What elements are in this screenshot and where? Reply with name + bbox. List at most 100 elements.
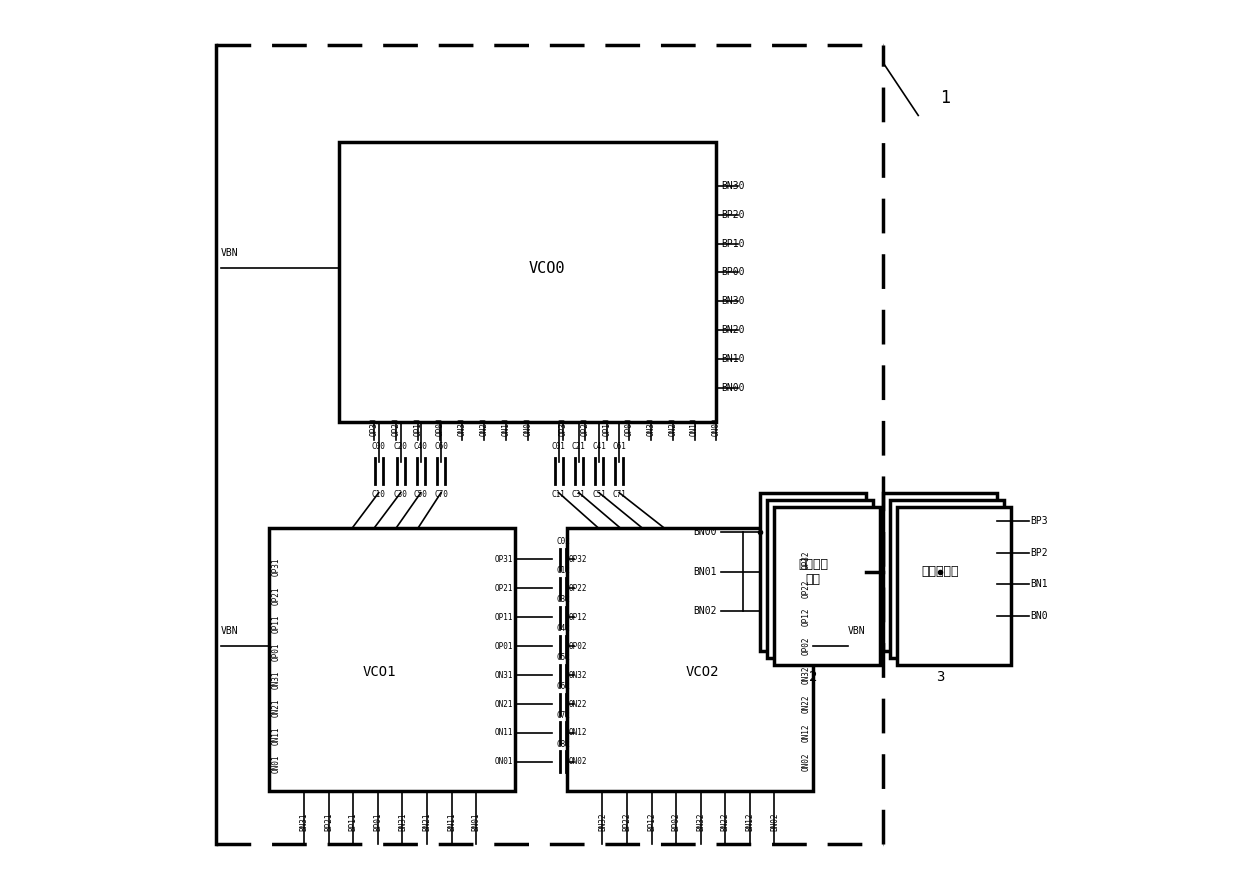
- Text: C52: C52: [556, 653, 570, 662]
- Text: C12: C12: [556, 566, 570, 576]
- Text: BN00: BN00: [720, 384, 744, 393]
- Text: OP20: OP20: [392, 418, 401, 436]
- Text: OP12: OP12: [569, 612, 588, 621]
- Text: C02: C02: [556, 537, 570, 546]
- Text: BP00: BP00: [720, 268, 744, 277]
- Text: OP02: OP02: [569, 642, 588, 650]
- Text: BN01: BN01: [471, 812, 481, 831]
- Text: BP3: BP3: [1030, 516, 1048, 526]
- Text: ON00: ON00: [523, 418, 532, 436]
- Text: VBN: VBN: [221, 626, 238, 635]
- Text: OP00: OP00: [624, 418, 634, 436]
- Text: 投票器单元: 投票器单元: [921, 565, 959, 578]
- Text: VCO1: VCO1: [363, 665, 397, 679]
- Text: C60: C60: [434, 443, 448, 451]
- Text: ON30: ON30: [458, 418, 466, 436]
- Text: C61: C61: [613, 443, 626, 451]
- Text: OP20: OP20: [580, 418, 589, 436]
- Text: BN32: BN32: [598, 812, 606, 831]
- Text: C40: C40: [414, 443, 428, 451]
- Text: OP30: OP30: [558, 418, 568, 436]
- Text: OP12: OP12: [801, 608, 811, 627]
- Text: C42: C42: [556, 624, 570, 633]
- Text: ON02: ON02: [569, 758, 588, 766]
- Text: BP12: BP12: [647, 812, 656, 831]
- Text: BP20: BP20: [720, 209, 744, 219]
- FancyBboxPatch shape: [269, 528, 515, 791]
- Text: ON31: ON31: [272, 671, 280, 689]
- Text: BN1: BN1: [1030, 579, 1048, 590]
- Text: C20: C20: [394, 443, 408, 451]
- FancyBboxPatch shape: [760, 493, 866, 650]
- Text: OP31: OP31: [272, 558, 280, 576]
- Text: BN10: BN10: [720, 355, 744, 364]
- Text: C00: C00: [372, 443, 386, 451]
- Text: ON01: ON01: [495, 758, 513, 766]
- Text: C11: C11: [552, 490, 565, 499]
- Text: OP10: OP10: [414, 418, 423, 436]
- Text: ON10: ON10: [691, 418, 699, 436]
- Text: VCO0: VCO0: [528, 260, 565, 275]
- Text: ON20: ON20: [668, 418, 677, 436]
- Text: ON21: ON21: [495, 700, 513, 708]
- Text: C82: C82: [556, 740, 570, 749]
- FancyBboxPatch shape: [883, 493, 997, 650]
- Text: ON22: ON22: [569, 700, 588, 708]
- Text: BN01: BN01: [693, 567, 717, 576]
- FancyBboxPatch shape: [768, 500, 873, 657]
- Text: BN30: BN30: [720, 297, 744, 306]
- Text: BN0: BN0: [1030, 611, 1048, 620]
- FancyBboxPatch shape: [340, 142, 717, 422]
- Text: ON00: ON00: [712, 418, 720, 436]
- Text: BP21: BP21: [325, 812, 334, 831]
- Text: ON01: ON01: [272, 754, 280, 773]
- Text: OP00: OP00: [435, 418, 445, 436]
- Text: BN30: BN30: [720, 180, 744, 191]
- Text: C10: C10: [372, 490, 386, 499]
- Text: BP10: BP10: [720, 238, 744, 248]
- Text: C41: C41: [591, 443, 606, 451]
- Text: OP32: OP32: [801, 550, 811, 568]
- Text: BN02: BN02: [693, 606, 717, 616]
- Text: BN02: BN02: [770, 812, 779, 831]
- Text: ON20: ON20: [480, 418, 489, 436]
- Text: ON32: ON32: [801, 666, 811, 685]
- Text: C01: C01: [552, 443, 565, 451]
- Text: OP30: OP30: [370, 418, 379, 436]
- Text: BN20: BN20: [720, 326, 744, 335]
- Text: 1: 1: [940, 89, 950, 106]
- Text: BP2: BP2: [1030, 547, 1048, 558]
- Text: ON31: ON31: [495, 671, 513, 679]
- Text: BP01: BP01: [373, 812, 382, 831]
- Text: C62: C62: [556, 682, 570, 691]
- Text: OP11: OP11: [495, 612, 513, 621]
- Text: OP21: OP21: [272, 586, 280, 605]
- Text: 2: 2: [808, 670, 817, 684]
- Text: 3: 3: [936, 670, 945, 684]
- FancyBboxPatch shape: [568, 528, 813, 791]
- Text: OP01: OP01: [272, 642, 280, 661]
- Text: C70: C70: [434, 490, 448, 499]
- Text: C30: C30: [394, 490, 408, 499]
- Text: C32: C32: [556, 595, 570, 604]
- Text: BN00: BN00: [693, 527, 717, 537]
- Text: ON11: ON11: [272, 726, 280, 744]
- Text: BN22: BN22: [720, 812, 730, 831]
- Text: ON12: ON12: [569, 729, 588, 737]
- Text: BN31: BN31: [300, 812, 309, 831]
- Text: BN11: BN11: [448, 812, 456, 831]
- Text: C50: C50: [414, 490, 428, 499]
- Text: OP21: OP21: [495, 583, 513, 593]
- Text: OP22: OP22: [801, 579, 811, 598]
- Text: OP01: OP01: [495, 642, 513, 650]
- Text: OP10: OP10: [603, 418, 611, 436]
- FancyBboxPatch shape: [890, 500, 1004, 657]
- Text: C51: C51: [591, 490, 606, 499]
- Text: ON02: ON02: [801, 752, 811, 771]
- Text: OP31: OP31: [495, 554, 513, 564]
- Text: 信号转换
单元: 信号转换 单元: [799, 558, 828, 585]
- Text: ON22: ON22: [801, 695, 811, 714]
- Text: OP11: OP11: [272, 614, 280, 633]
- Text: ON21: ON21: [272, 699, 280, 717]
- Text: ON30: ON30: [646, 418, 655, 436]
